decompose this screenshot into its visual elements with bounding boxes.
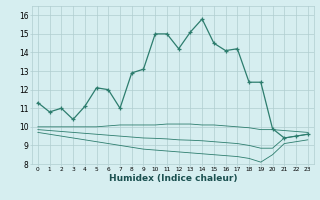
X-axis label: Humidex (Indice chaleur): Humidex (Indice chaleur) [108,174,237,183]
